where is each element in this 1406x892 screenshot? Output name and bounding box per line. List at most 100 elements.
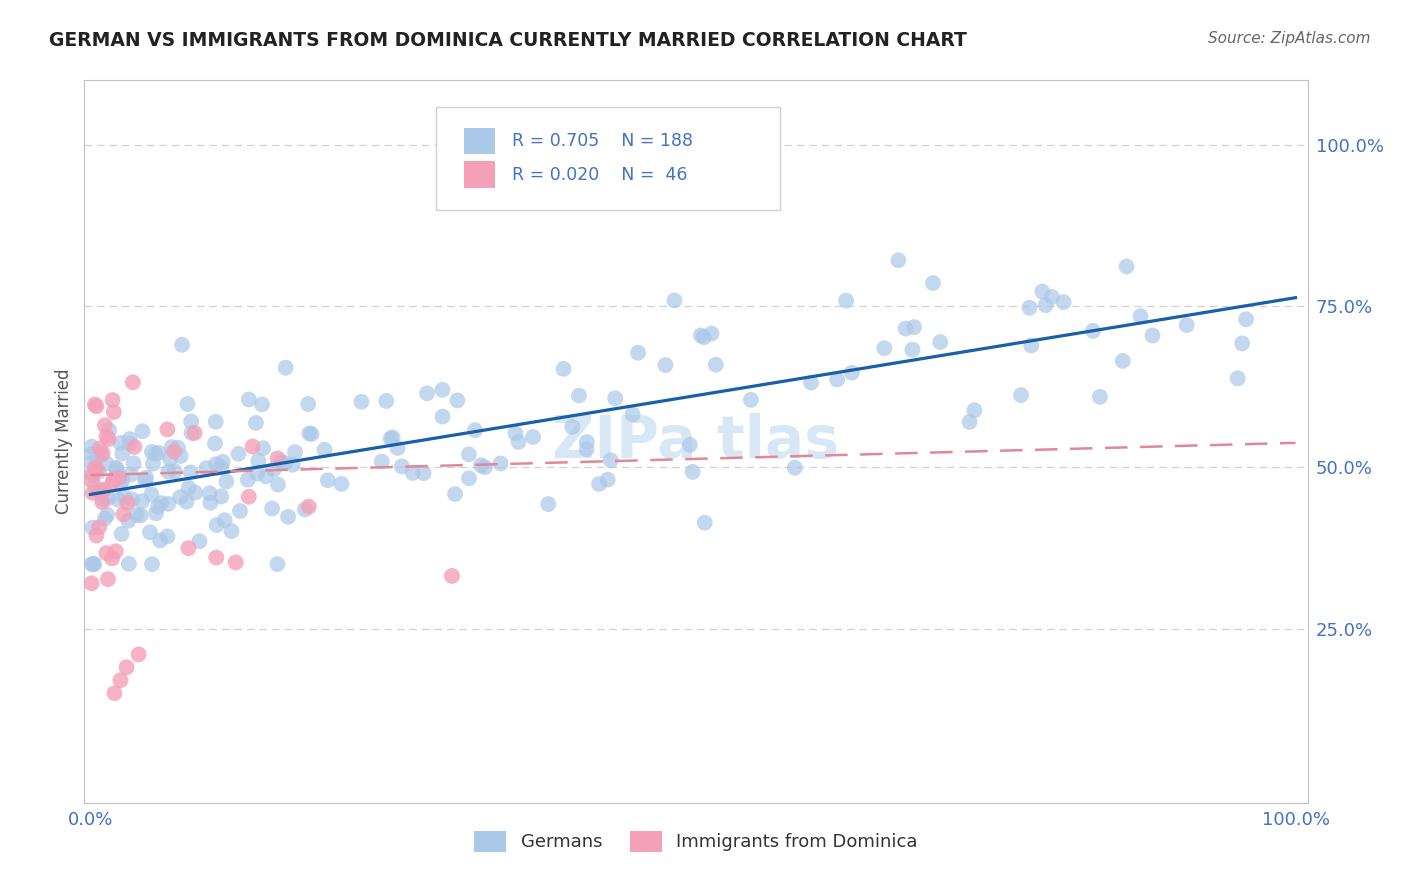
Point <box>254 469 277 483</box>
Point <box>873 341 896 355</box>
Point <box>505 426 527 441</box>
Text: R = 0.020    N =  46: R = 0.020 N = 46 <box>512 166 688 184</box>
Point <box>204 436 226 450</box>
Point <box>84 461 107 475</box>
Point <box>91 446 114 460</box>
Point <box>131 494 153 508</box>
Point <box>200 496 222 510</box>
Point <box>96 546 118 560</box>
Point <box>270 455 292 469</box>
Point <box>180 425 202 440</box>
Point <box>553 362 575 376</box>
Point <box>121 492 143 507</box>
Point <box>922 276 945 290</box>
Point <box>229 504 252 518</box>
Point <box>350 394 373 409</box>
Point <box>959 415 981 429</box>
Point <box>1018 301 1040 315</box>
Point <box>111 473 134 487</box>
Point <box>94 418 117 433</box>
Point <box>371 454 394 468</box>
Point <box>387 441 409 455</box>
Point <box>263 462 285 476</box>
Point <box>1115 260 1137 274</box>
Point <box>654 358 676 372</box>
Point <box>238 392 260 407</box>
Point <box>110 476 132 491</box>
Point <box>177 541 200 556</box>
Point <box>1019 338 1042 352</box>
Point <box>101 551 124 566</box>
Point <box>89 442 111 456</box>
Point <box>141 445 163 459</box>
Point <box>205 550 228 565</box>
Point <box>117 496 139 510</box>
Point <box>124 440 146 454</box>
Point <box>1129 309 1152 323</box>
Point <box>163 444 186 458</box>
Point <box>159 452 181 467</box>
Point <box>83 478 105 492</box>
Point <box>143 447 166 461</box>
Point <box>180 414 202 428</box>
Point <box>108 470 131 484</box>
Point <box>704 358 727 372</box>
Point <box>156 529 179 543</box>
Point <box>1040 290 1063 304</box>
Point <box>245 416 267 430</box>
Point <box>380 432 402 446</box>
Point <box>238 490 260 504</box>
Point <box>274 456 297 470</box>
Point <box>170 338 193 352</box>
Point <box>96 508 118 522</box>
Point <box>252 442 274 456</box>
Point <box>402 466 425 480</box>
Point <box>163 464 186 478</box>
Point <box>298 426 321 441</box>
Point <box>281 458 304 472</box>
Point <box>177 481 200 495</box>
Point <box>1010 388 1032 402</box>
Point <box>621 408 644 422</box>
Point <box>277 509 299 524</box>
Point <box>381 430 404 444</box>
Point <box>693 330 716 344</box>
Point <box>98 423 121 437</box>
Point <box>664 293 686 308</box>
Point <box>80 447 103 461</box>
Legend: Germans, Immigrants from Dominica: Germans, Immigrants from Dominica <box>467 823 925 859</box>
Point <box>91 491 114 506</box>
Point <box>97 432 120 446</box>
Point <box>86 400 108 414</box>
Point <box>80 467 103 482</box>
Point <box>80 576 103 591</box>
Point <box>80 474 103 488</box>
Point <box>470 458 492 473</box>
Point <box>740 392 762 407</box>
Point <box>205 518 228 533</box>
Point <box>301 427 323 442</box>
Point <box>464 423 486 437</box>
Point <box>284 445 307 459</box>
Point <box>262 501 284 516</box>
Point <box>1031 285 1053 299</box>
Point <box>204 415 226 429</box>
Point <box>825 372 848 386</box>
Point <box>118 432 141 446</box>
Point <box>87 465 110 479</box>
Point <box>118 436 141 450</box>
Point <box>115 660 138 674</box>
Point <box>103 472 125 486</box>
Point <box>94 456 117 470</box>
Point <box>120 467 142 482</box>
Point <box>89 520 111 534</box>
Point <box>198 486 221 500</box>
Point <box>416 386 439 401</box>
Point <box>169 490 191 504</box>
Point <box>297 397 319 411</box>
Point <box>82 486 104 500</box>
Point <box>375 394 398 409</box>
Point <box>627 345 650 359</box>
Point <box>963 403 986 417</box>
Point <box>110 527 132 541</box>
